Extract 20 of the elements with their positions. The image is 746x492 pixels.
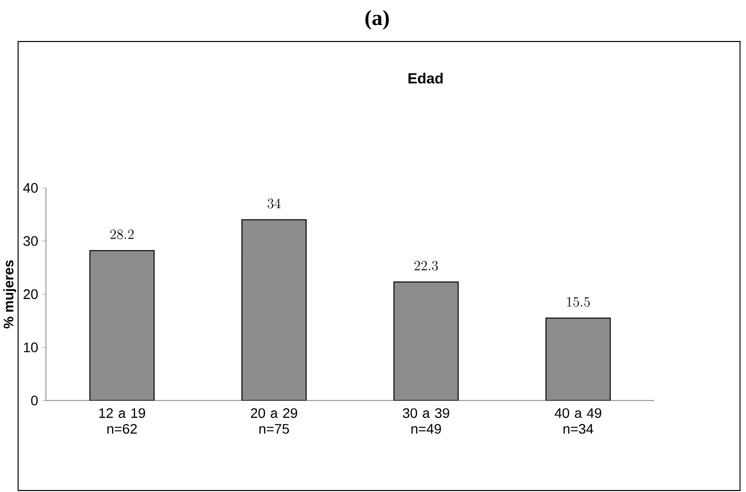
x-tick-label: 20 a 29 n=75 xyxy=(250,408,298,434)
bar xyxy=(393,282,459,401)
y-axis-title: % mujeres xyxy=(3,260,16,329)
data-label: 22.3 xyxy=(414,261,438,271)
x-tick-label: 12 a 19 n=62 xyxy=(99,408,146,434)
y-tick-label: 10 xyxy=(24,342,38,352)
x-tick-label: 40 a 49 n=34 xyxy=(554,408,602,434)
y-tick-label: 20 xyxy=(24,290,38,300)
y-tick-label: 0 xyxy=(31,396,38,406)
data-label: 34 xyxy=(268,198,281,209)
data-label: 28.2 xyxy=(110,230,134,240)
bar xyxy=(545,318,611,401)
data-label: 15.5 xyxy=(567,297,590,307)
chart-title: (a) xyxy=(365,10,389,30)
bar xyxy=(89,250,155,401)
y-tick-label: 40 xyxy=(23,183,38,194)
x-tick-label: 30 a 39 n=49 xyxy=(402,408,450,434)
bar xyxy=(241,220,307,401)
chart-subtitle: Edad xyxy=(408,72,443,84)
y-tick-label: 30 xyxy=(23,236,38,246)
